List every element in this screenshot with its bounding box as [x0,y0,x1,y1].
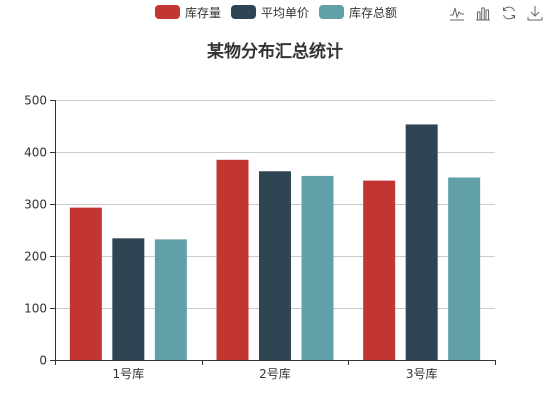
legend-label: 库存量 [185,5,222,20]
bar [259,171,291,360]
legend-item-stock-total[interactable]: 库存总额 [319,4,397,21]
toolbox [449,5,543,21]
x-tick-label: 2号库 [259,366,291,381]
bar [112,238,145,360]
bar [154,239,187,360]
x-tick-label: 1号库 [113,366,145,381]
y-tick-label: 200 [24,250,47,264]
y-tick-label: 100 [24,302,47,316]
legend-swatch [155,5,180,19]
legend-swatch [231,5,257,19]
restore-icon[interactable] [501,5,517,21]
bar [216,159,249,360]
legend-label: 库存总额 [349,5,398,20]
x-tick-label: 3号库 [406,366,438,381]
bar [301,175,334,360]
chart-title: 某物分布汇总统计 [207,42,343,62]
bar [69,207,102,360]
y-tick-label: 300 [24,198,47,212]
legend: 库存量 平均单价 库存总额 [155,3,397,21]
bar-chart-icon[interactable] [475,5,491,21]
y-tick-label: 500 [24,94,47,108]
legend-item-avg-price[interactable]: 平均单价 [231,4,309,21]
bar [363,180,396,360]
y-tick-label: 0 [39,354,47,368]
bar [448,177,481,360]
bar [405,124,438,360]
legend-item-stock-qty[interactable]: 库存量 [155,4,221,21]
save-image-icon[interactable] [527,5,543,21]
legend-swatch [319,5,345,19]
line-chart-icon[interactable] [449,5,465,21]
y-tick-label: 400 [24,146,47,160]
legend-label: 平均单价 [261,5,310,20]
